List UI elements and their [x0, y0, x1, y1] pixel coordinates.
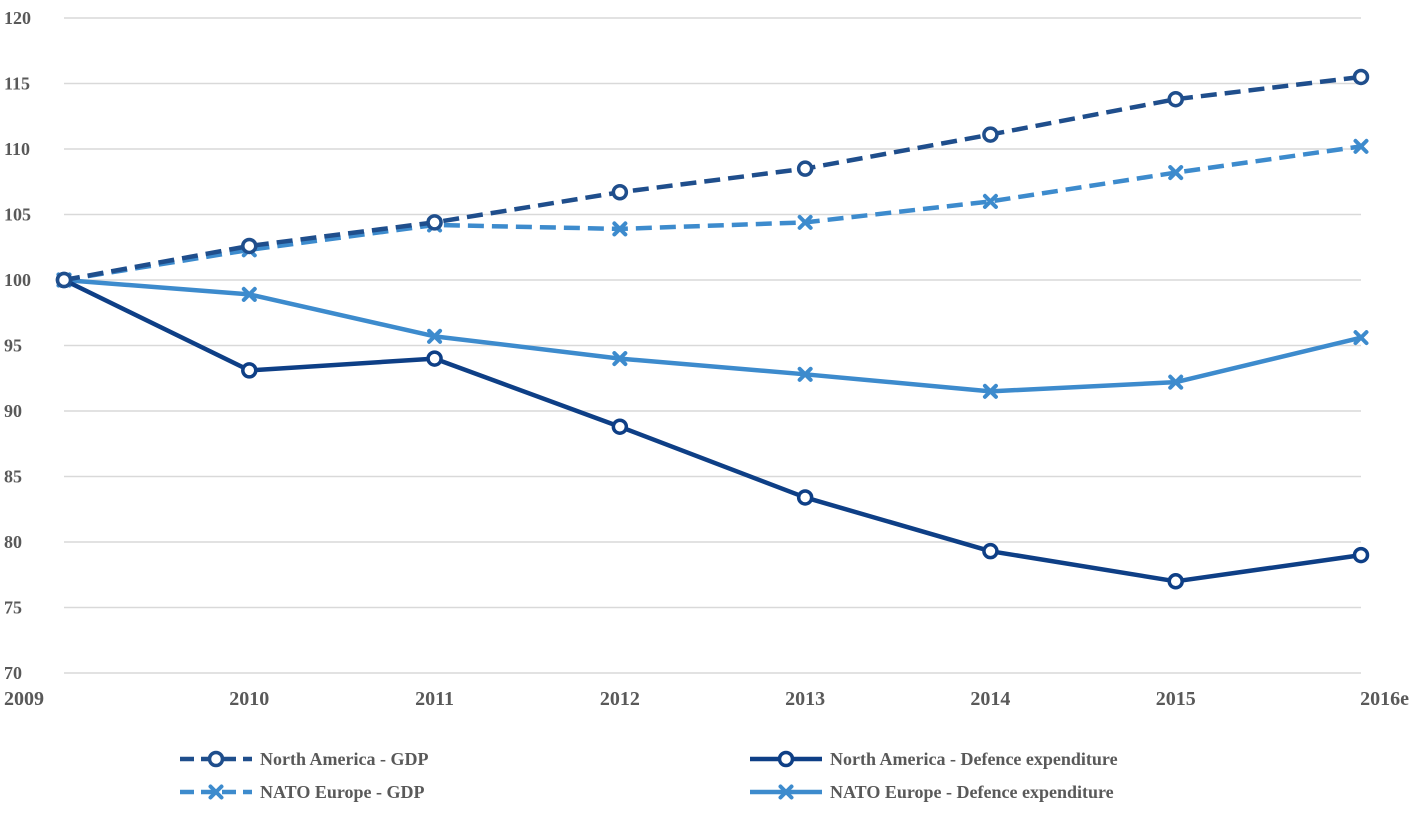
data-point: [982, 542, 999, 560]
legend-entry: North America - Defence expenditure: [750, 749, 1118, 769]
data-point: [796, 160, 814, 177]
data-point: [982, 193, 998, 209]
legend-entry: NATO Europe - GDP: [180, 782, 425, 802]
data-point: [1168, 165, 1184, 181]
series-line: [63, 144, 1362, 283]
data-point: [426, 350, 443, 367]
data-point: [427, 328, 443, 344]
data-point: [612, 351, 628, 367]
y-tick-label: 105: [4, 205, 31, 225]
y-tick-label: 90: [4, 401, 22, 421]
legend-entry: NATO Europe - Defence expenditure: [750, 782, 1114, 802]
data-point: [797, 214, 813, 230]
x-tick-label: 2016e: [1360, 688, 1409, 710]
legend-label: NATO Europe - Defence expenditure: [830, 782, 1114, 802]
gridlines: [64, 17, 1361, 674]
data-point: [797, 366, 813, 382]
data-point: [1167, 573, 1184, 590]
data-point: [1352, 68, 1370, 86]
series-lines: [55, 68, 1370, 590]
y-tick-label: 80: [4, 532, 22, 552]
y-tick-label: 95: [4, 336, 22, 356]
data-point: [796, 489, 814, 506]
legend-label: North America - GDP: [260, 749, 428, 769]
data-point: [611, 418, 629, 435]
data-point: [55, 271, 73, 289]
legend-marker: [207, 750, 225, 768]
y-tick-label: 85: [4, 467, 22, 487]
y-tick-label: 100: [4, 270, 31, 290]
data-point: [982, 383, 998, 399]
series-1: [55, 271, 1370, 590]
x-tick-label: 2011: [415, 688, 454, 710]
data-point: [1167, 90, 1184, 108]
legend-label: North America - Defence expenditure: [830, 749, 1118, 769]
y-axis-ticks: 70 75 80 85 90 95 100 105 110 115 120: [4, 8, 31, 683]
legend-label: NATO Europe - GDP: [260, 782, 425, 802]
legend-marker: [777, 750, 795, 768]
x-tick-label: 2010: [229, 688, 269, 710]
data-point: [241, 362, 258, 379]
data-point: [426, 214, 443, 231]
y-tick-label: 70: [4, 663, 22, 683]
legend-entry: North America - GDP: [180, 749, 428, 769]
data-point: [982, 126, 999, 143]
y-tick-label: 110: [4, 139, 30, 159]
series-0: [55, 68, 1370, 289]
series-line: [63, 277, 1362, 584]
series-line: [63, 277, 1362, 394]
y-tick-label: 115: [4, 74, 30, 94]
data-point: [1353, 330, 1369, 346]
data-point: [611, 183, 629, 201]
data-point: [241, 237, 258, 255]
x-tick-label: 2013: [785, 688, 825, 710]
series-3: [56, 272, 1369, 399]
legend-marker: [208, 784, 224, 800]
x-tick-label: 2012: [600, 688, 640, 710]
x-tick-label: 2014: [970, 688, 1010, 710]
data-point: [241, 286, 257, 302]
series-2: [56, 138, 1369, 288]
data-point: [612, 221, 628, 237]
data-point: [1168, 374, 1184, 390]
x-tick-label: 2009: [4, 688, 44, 710]
legend-marker: [778, 784, 794, 800]
series-line: [63, 74, 1362, 283]
data-point: [1352, 546, 1370, 564]
legend: North America - GDP North America - Defen…: [180, 749, 1118, 802]
y-tick-label: 120: [4, 8, 31, 28]
x-tick-label: 2015: [1156, 688, 1196, 710]
x-axis-ticks: 2009 2010 2011 2012 2013 2014 2015 2016e: [4, 688, 1409, 710]
data-point: [1353, 138, 1369, 154]
y-tick-label: 75: [4, 598, 22, 618]
